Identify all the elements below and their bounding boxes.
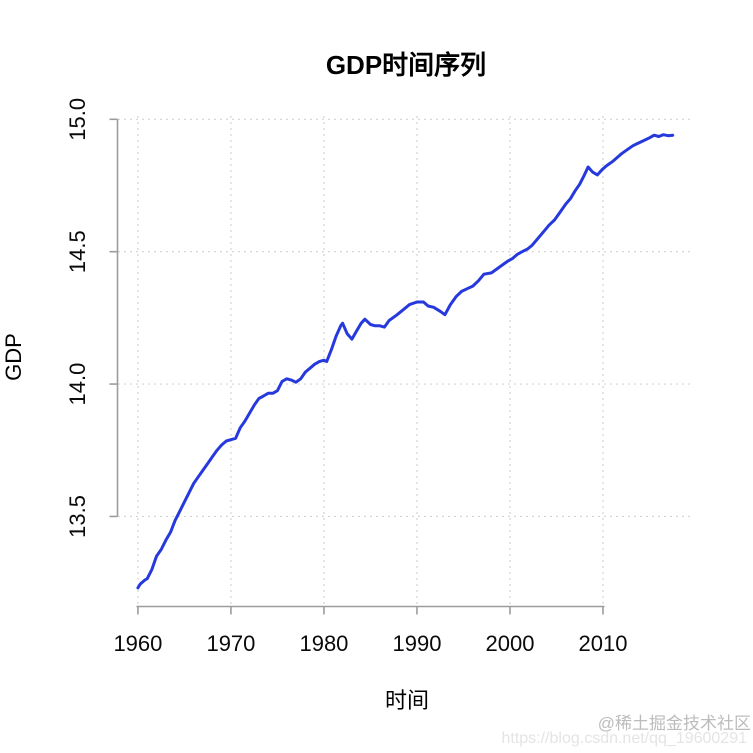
y-axis-title: GDP xyxy=(1,333,26,381)
x-axis-title: 时间 xyxy=(385,688,429,713)
y-tick-label: 14.5 xyxy=(65,230,90,273)
watermark-community: @稀土掘金技术社区 xyxy=(598,714,751,733)
x-tick-label: 1980 xyxy=(299,631,348,656)
y-tick-label: 15.0 xyxy=(65,98,90,141)
gdp-series-line xyxy=(136,133,675,590)
grid-layer xyxy=(118,116,694,606)
y-tick-label: 14.0 xyxy=(65,363,90,406)
chart-title: GDP时间序列 xyxy=(326,50,486,80)
y-tick-label: 13.5 xyxy=(65,495,90,538)
x-tick-label: 1960 xyxy=(113,631,162,656)
series-layer xyxy=(136,133,675,590)
axis-layer: 13.5 14.0 14.5 15.0 1960 1970 1980 1990 2000 2010 xyxy=(65,98,628,656)
x-tick-label: 2000 xyxy=(485,631,534,656)
x-tick-label: 1970 xyxy=(206,631,255,656)
x-tick-label: 1990 xyxy=(392,631,441,656)
x-tick-label: 2010 xyxy=(579,631,628,656)
watermark-url: https://blog.csdn.net/qq_19600291 xyxy=(501,730,747,747)
